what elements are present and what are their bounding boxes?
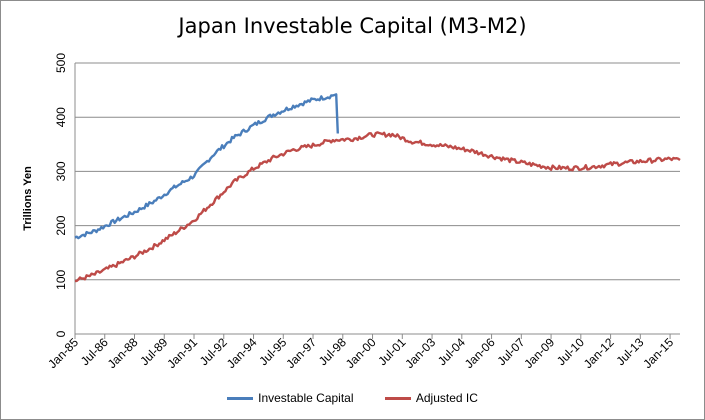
y-tick-label: 100 [54, 269, 68, 289]
legend-label-adjusted-ic: Adjusted IC [415, 390, 478, 405]
x-tick-label: Jan-97 [283, 335, 319, 371]
x-tick-label: Jan-91 [164, 335, 200, 371]
gridlines [75, 62, 680, 281]
x-tick-label: Jan-15 [640, 335, 676, 371]
axes: 0100200300400500Jan-85Jul-86Jan-88Jul-89… [45, 53, 680, 371]
legend-item-investable-capital: Investable Capital [227, 390, 354, 405]
series-line-investable-capital [74, 93, 339, 240]
x-tick-label: Jan-09 [521, 335, 557, 371]
x-tick-label: Jan-94 [224, 335, 260, 371]
x-tick-label: Jan-88 [105, 335, 141, 371]
series-lines [74, 93, 681, 283]
y-tick-label: 500 [54, 53, 68, 73]
legend-swatch-adjusted-ic [384, 397, 411, 401]
y-axis-label: Trillions Yen [22, 166, 34, 231]
legend: Investable Capital Adjusted IC [0, 390, 705, 405]
y-tick-label: 300 [54, 161, 68, 181]
legend-item-adjusted-ic: Adjusted IC [384, 390, 478, 405]
x-tick-label: Jan-03 [402, 335, 438, 371]
series-line-adjusted-ic [74, 131, 681, 283]
y-tick-label: 0 [54, 330, 68, 337]
x-tick-label: Jan-12 [581, 335, 617, 371]
y-tick-label: 200 [54, 215, 68, 235]
legend-swatch-investable-capital [227, 397, 254, 401]
legend-label-investable-capital: Investable Capital [258, 390, 354, 405]
y-tick-label: 400 [54, 107, 68, 127]
x-tick-label: Jan-85 [45, 335, 81, 371]
x-tick-label: Jan-06 [462, 335, 498, 371]
chart-title: Japan Investable Capital (M3-M2) [178, 14, 527, 38]
x-tick-label: Jan-00 [343, 335, 379, 371]
